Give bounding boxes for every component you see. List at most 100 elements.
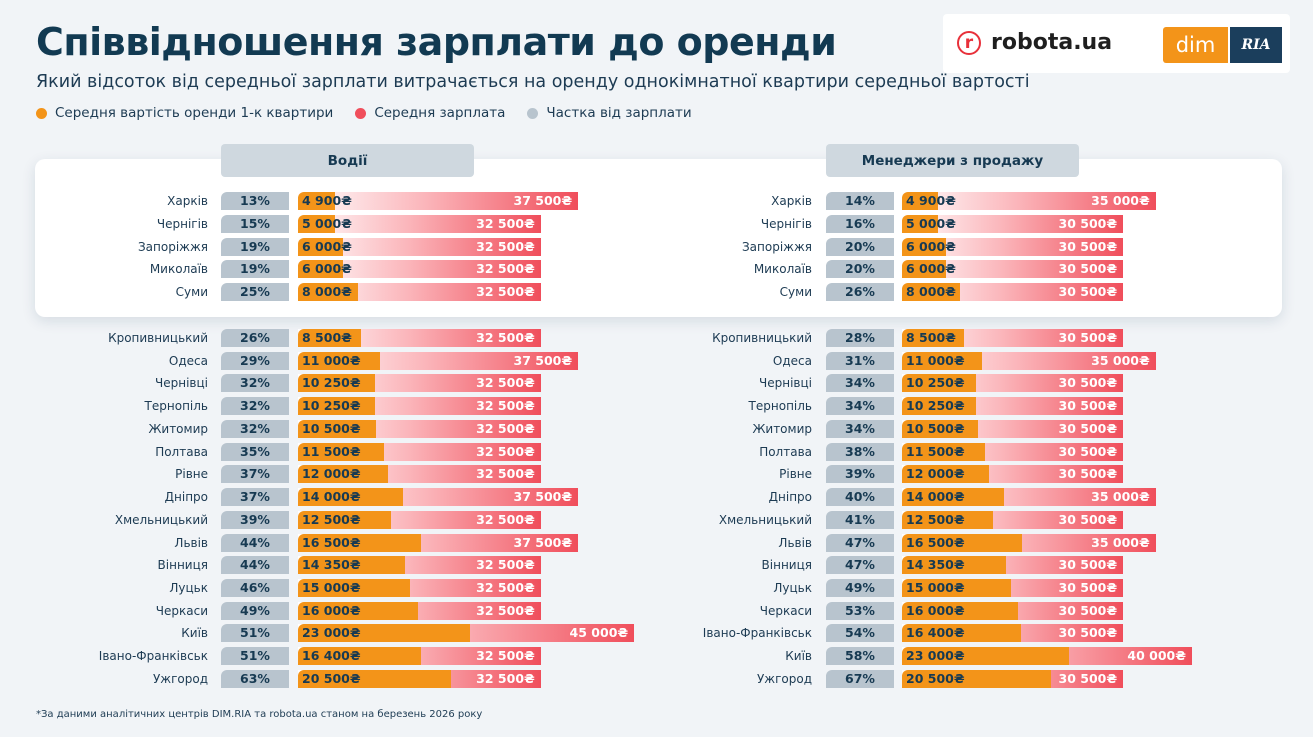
share-badge: 63% xyxy=(221,669,289,688)
rent-bar xyxy=(298,419,377,438)
legend-dot-icon xyxy=(355,107,367,119)
salary-bar: 12 000₴ 32 500₴ xyxy=(298,465,541,484)
rent-value-label: 11 000₴ xyxy=(302,352,361,368)
rent-bar xyxy=(902,283,960,301)
rent-value-label: 8 000₴ xyxy=(906,284,956,299)
legend-dot-icon xyxy=(36,107,47,119)
city-label-wrap: Ужгород xyxy=(0,670,208,688)
rent-bar xyxy=(902,465,989,484)
city-label: Львів xyxy=(778,535,812,550)
salary-bar: 14 350₴ 30 500₴ xyxy=(902,556,1124,575)
city-label-wrap: Миколаїв xyxy=(0,260,812,278)
share-badge: 20% xyxy=(826,237,894,256)
rent-value-label: 8 500₴ xyxy=(302,330,352,345)
city-label-wrap: Суми xyxy=(0,283,812,301)
rent-bar xyxy=(902,510,993,529)
salary-bar: 16 000₴ 30 500₴ xyxy=(902,601,1124,620)
salary-value-label: 30 500₴ xyxy=(1058,398,1118,414)
salary-value-label: 30 500₴ xyxy=(1058,580,1118,596)
rent-value-label: 23 000₴ xyxy=(302,625,361,641)
page-subtitle: Який відсоток від середньої зарплати вит… xyxy=(36,72,1030,92)
rent-value-label: 11 500₴ xyxy=(302,443,361,459)
rent-value-label: 15 000₴ xyxy=(302,580,361,596)
city-label: Тернопіль xyxy=(748,399,812,414)
legend-label: Частка від зарплати xyxy=(546,105,692,121)
city-label: Дніпро xyxy=(768,490,812,505)
salary-value-label: 30 500₴ xyxy=(1058,443,1118,459)
salary-bar: 11 500₴ 30 500₴ xyxy=(902,442,1124,461)
rent-bar xyxy=(902,351,982,370)
city-label-wrap: Запоріжжя xyxy=(0,238,208,256)
rent-value-label: 11 000₴ xyxy=(906,352,965,368)
footnote: *За даними аналітичних центрів DIM.RIA т… xyxy=(36,709,483,720)
city-label-wrap: Харків xyxy=(0,192,812,210)
salary-value-label: 32 500₴ xyxy=(476,557,535,573)
city-label-wrap: Хмельницький xyxy=(0,511,812,529)
rent-value-label: 16 000₴ xyxy=(302,602,361,618)
salary-value-label: 32 500₴ xyxy=(476,648,535,664)
salary-bar: 20 500₴ 32 500₴ xyxy=(298,669,541,688)
salary-bar: 14 350₴ 32 500₴ xyxy=(298,556,541,575)
rent-bar xyxy=(902,419,979,438)
salary-bar: 8 500₴ 32 500₴ xyxy=(298,329,541,347)
ria-logo: RIA xyxy=(1230,27,1282,63)
rent-bar xyxy=(902,374,977,393)
salary-bar: 16 500₴ 37 500₴ xyxy=(298,533,579,552)
share-badge: 32% xyxy=(221,374,289,393)
city-label-wrap: Тернопіль xyxy=(0,397,812,415)
salary-value-label: 32 500₴ xyxy=(476,330,535,345)
salary-bar: 12 500₴ 30 500₴ xyxy=(902,510,1124,529)
city-label-wrap: Вінниця xyxy=(0,556,208,574)
rent-value-label: 12 500₴ xyxy=(302,511,361,527)
city-label: Одеса xyxy=(772,353,812,368)
salary-value-label: 40 000₴ xyxy=(1127,648,1186,664)
city-label: Чернівці xyxy=(155,376,208,391)
city-label-wrap: Одеса xyxy=(0,352,812,370)
salary-bar: 23 000₴ 45 000₴ xyxy=(298,624,635,643)
legend-item-share: Частка від зарплати xyxy=(527,105,692,121)
rent-value-label: 14 000₴ xyxy=(906,489,965,505)
legend: Середня вартість оренди 1-к квартири Сер… xyxy=(36,105,692,121)
salary-value-label: 30 500₴ xyxy=(1058,602,1118,618)
salary-bar: 10 250₴ 30 500₴ xyxy=(902,374,1124,393)
rent-value-label: 16 500₴ xyxy=(302,534,361,550)
rent-value-label: 6 000₴ xyxy=(302,238,352,254)
share-badge: 29% xyxy=(221,351,289,370)
city-label: Івано-Франківськ xyxy=(702,626,812,641)
salary-value-label: 35 000₴ xyxy=(1091,352,1150,368)
city-label-wrap: Вінниця xyxy=(0,556,812,574)
share-badge: 34% xyxy=(826,374,894,393)
city-label: Чернігів xyxy=(156,216,208,231)
rent-bar xyxy=(298,283,358,301)
salary-bar: 16 000₴ 32 500₴ xyxy=(298,601,541,620)
city-label-wrap: Львів xyxy=(0,534,208,552)
share-badge: 46% xyxy=(221,579,289,598)
city-label: Київ xyxy=(785,649,812,664)
rent-value-label: 11 500₴ xyxy=(906,443,965,459)
city-label-wrap: Дніпро xyxy=(0,488,208,506)
salary-bar: 11 000₴ 35 000₴ xyxy=(902,351,1156,370)
rent-value-label: 20 500₴ xyxy=(906,670,965,686)
salary-bar: 10 500₴ 30 500₴ xyxy=(902,419,1124,438)
city-label: Полтава xyxy=(759,444,812,459)
share-badge: 58% xyxy=(826,647,894,666)
city-label: Київ xyxy=(181,626,208,641)
share-badge: 19% xyxy=(221,237,289,256)
rent-bar xyxy=(902,329,964,347)
city-label-wrap: Чернівці xyxy=(0,374,812,392)
salary-value-label: 30 500₴ xyxy=(1058,215,1118,231)
salary-bar: 8 000₴ 32 500₴ xyxy=(298,283,541,301)
salary-bar: 8 000₴ 30 500₴ xyxy=(902,283,1124,301)
salary-value-label: 32 500₴ xyxy=(476,670,535,686)
share-badge: 47% xyxy=(826,556,894,575)
share-badge: 32% xyxy=(221,419,289,438)
share-badge: 37% xyxy=(221,465,289,484)
share-badge: 37% xyxy=(221,488,289,507)
salary-value-label: 35 000₴ xyxy=(1091,193,1150,208)
city-label-wrap: Тернопіль xyxy=(0,397,208,415)
city-label-wrap: Суми xyxy=(0,283,208,301)
partner-logos: r robota.ua dim RIA xyxy=(943,14,1290,73)
salary-bar: 12 500₴ 32 500₴ xyxy=(298,510,541,529)
rent-bar xyxy=(902,579,1011,598)
rent-bar xyxy=(298,579,411,598)
